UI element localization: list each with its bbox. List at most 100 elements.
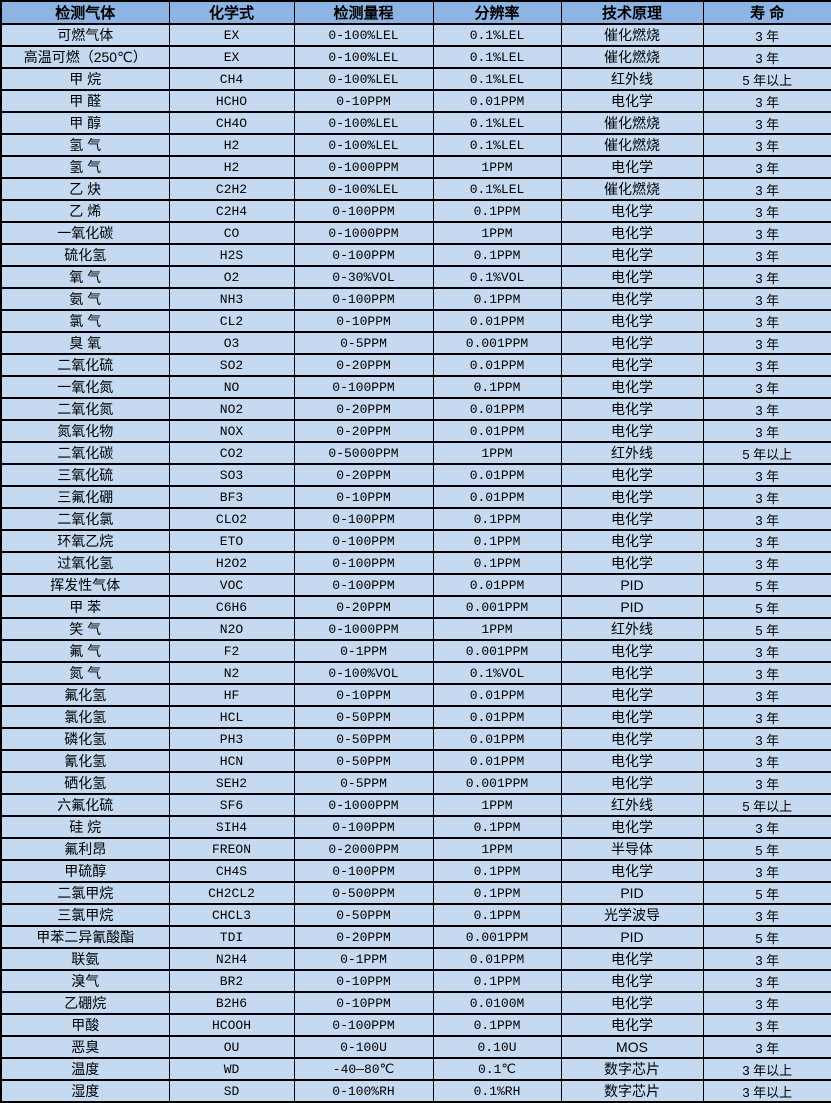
cell-principle: 电化学 <box>560 551 704 575</box>
cell-gas: 氨 气 <box>0 287 170 311</box>
cell-range: 0-100PPM <box>293 573 434 597</box>
cell-gas: 六氟化硫 <box>0 793 170 817</box>
cell-resolution: 0.1%LEL <box>432 111 562 135</box>
cell-lifespan: 3 年 <box>702 529 831 553</box>
cell-gas: 氯化氢 <box>0 705 170 729</box>
cell-gas: 氢 气 <box>0 155 170 179</box>
cell-resolution: 0.01PPM <box>432 683 562 707</box>
cell-range: 0-100PPM <box>293 551 434 575</box>
cell-formula: NO <box>168 375 295 399</box>
cell-gas: 氧 气 <box>0 265 170 289</box>
cell-lifespan: 3 年 <box>702 243 831 267</box>
cell-principle: 数字芯片 <box>560 1057 704 1081</box>
cell-lifespan: 3 年 <box>702 485 831 509</box>
cell-range: 0-100%RH <box>293 1079 434 1103</box>
cell-formula: CHCL3 <box>168 903 295 927</box>
cell-lifespan: 3 年 <box>702 353 831 377</box>
cell-range: 0-100%LEL <box>293 111 434 135</box>
cell-range: 0-20PPM <box>293 925 434 949</box>
cell-lifespan: 3 年 <box>702 375 831 399</box>
cell-principle: 电化学 <box>560 243 704 267</box>
cell-gas: 乙 炔 <box>0 177 170 201</box>
cell-gas: 过氧化氢 <box>0 551 170 575</box>
cell-resolution: 1PPM <box>432 441 562 465</box>
cell-lifespan: 3 年以上 <box>702 1079 831 1103</box>
cell-principle: 催化燃烧 <box>560 23 704 47</box>
cell-principle: 电化学 <box>560 375 704 399</box>
cell-gas: 甲 醇 <box>0 111 170 135</box>
cell-range: 0-1PPM <box>293 947 434 971</box>
table-row: 溴气 BR2 0-10PPM 0.1PPM 电化学 3 年 <box>0 969 831 993</box>
cell-lifespan: 3 年 <box>702 287 831 311</box>
cell-gas: 氮 气 <box>0 661 170 685</box>
cell-lifespan: 3 年 <box>702 419 831 443</box>
cell-lifespan: 3 年 <box>702 859 831 883</box>
cell-gas: 二氧化氮 <box>0 397 170 421</box>
cell-resolution: 0.1PPM <box>432 243 562 267</box>
cell-formula: O3 <box>168 331 295 355</box>
cell-resolution: 0.10U <box>432 1035 562 1059</box>
cell-gas: 硒化氢 <box>0 771 170 795</box>
cell-resolution: 0.1%LEL <box>432 67 562 91</box>
cell-gas: 高温可燃（250℃） <box>0 45 170 69</box>
cell-resolution: 0.1PPM <box>432 287 562 311</box>
cell-lifespan: 3 年 <box>702 683 831 707</box>
cell-range: 0-100%LEL <box>293 23 434 47</box>
cell-gas: 甲酸 <box>0 1013 170 1037</box>
cell-range: 0-50PPM <box>293 705 434 729</box>
cell-principle: 催化燃烧 <box>560 111 704 135</box>
cell-principle: 电化学 <box>560 749 704 773</box>
cell-formula: H2S <box>168 243 295 267</box>
cell-gas: 甲 烷 <box>0 67 170 91</box>
cell-lifespan: 3 年 <box>702 705 831 729</box>
cell-gas: 三氟化硼 <box>0 485 170 509</box>
cell-principle: 电化学 <box>560 485 704 509</box>
cell-resolution: 0.01PPM <box>432 463 562 487</box>
table-row: 二氧化碳 CO2 0-5000PPM 1PPM 红外线 5 年以上 <box>0 441 831 465</box>
cell-resolution: 0.01PPM <box>432 309 562 333</box>
table-row: 臭 氧 O3 0-5PPM 0.001PPM 电化学 3 年 <box>0 331 831 355</box>
cell-lifespan: 3 年 <box>702 947 831 971</box>
cell-lifespan: 5 年以上 <box>702 441 831 465</box>
cell-lifespan: 3 年 <box>702 661 831 685</box>
cell-resolution: 0.1%LEL <box>432 23 562 47</box>
header-row: 检测气体 化学式 检测量程 分辨率 技术原理 寿 命 <box>0 0 831 25</box>
cell-gas: 一氧化碳 <box>0 221 170 245</box>
cell-formula: VOC <box>168 573 295 597</box>
cell-formula: BF3 <box>168 485 295 509</box>
cell-formula: CO2 <box>168 441 295 465</box>
cell-lifespan: 3 年 <box>702 969 831 993</box>
table-row: 湿度 SD 0-100%RH 0.1%RH 数字芯片 3 年以上 <box>0 1079 831 1103</box>
cell-lifespan: 3 年以上 <box>702 1057 831 1081</box>
cell-lifespan: 5 年 <box>702 617 831 641</box>
table-row: 氰化氢 HCN 0-50PPM 0.01PPM 电化学 3 年 <box>0 749 831 773</box>
cell-resolution: 1PPM <box>432 617 562 641</box>
cell-resolution: 0.01PPM <box>432 749 562 773</box>
table-row: 氮 气 N2 0-100%VOL 0.1%VOL 电化学 3 年 <box>0 661 831 685</box>
table-row: 甲 苯 C6H6 0-20PPM 0.001PPM PID 5 年 <box>0 595 831 619</box>
cell-principle: 催化燃烧 <box>560 177 704 201</box>
cell-principle: 红外线 <box>560 441 704 465</box>
cell-lifespan: 3 年 <box>702 133 831 157</box>
cell-formula: OU <box>168 1035 295 1059</box>
cell-formula: H2 <box>168 133 295 157</box>
cell-principle: PID <box>560 881 704 905</box>
cell-gas: 三氧化硫 <box>0 463 170 487</box>
cell-gas: 二氧化氯 <box>0 507 170 531</box>
cell-resolution: 1PPM <box>432 221 562 245</box>
cell-range: 0-100PPM <box>293 287 434 311</box>
cell-range: 0-10PPM <box>293 89 434 113</box>
cell-principle: 红外线 <box>560 67 704 91</box>
cell-formula: SF6 <box>168 793 295 817</box>
cell-formula: CH2CL2 <box>168 881 295 905</box>
cell-lifespan: 5 年以上 <box>702 793 831 817</box>
cell-resolution: 0.1PPM <box>432 815 562 839</box>
cell-resolution: 0.1PPM <box>432 969 562 993</box>
cell-resolution: 0.01PPM <box>432 573 562 597</box>
cell-formula: WD <box>168 1057 295 1081</box>
cell-range: 0-10PPM <box>293 991 434 1015</box>
cell-gas: 二氯甲烷 <box>0 881 170 905</box>
cell-principle: 电化学 <box>560 771 704 795</box>
table-row: 温度 WD -40—80℃ 0.1℃ 数字芯片 3 年以上 <box>0 1057 831 1081</box>
cell-lifespan: 3 年 <box>702 45 831 69</box>
